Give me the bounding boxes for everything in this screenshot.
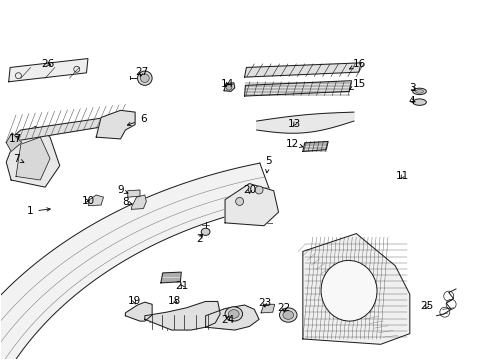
- Text: 3: 3: [408, 83, 415, 93]
- Ellipse shape: [321, 260, 376, 321]
- Ellipse shape: [224, 307, 242, 321]
- Polygon shape: [302, 141, 327, 152]
- Circle shape: [255, 186, 263, 194]
- Text: 12: 12: [285, 139, 302, 149]
- Polygon shape: [161, 272, 181, 283]
- Ellipse shape: [415, 90, 423, 93]
- Polygon shape: [125, 302, 152, 321]
- Polygon shape: [6, 133, 22, 152]
- Ellipse shape: [412, 99, 426, 105]
- Text: 18: 18: [167, 296, 181, 306]
- Ellipse shape: [137, 71, 152, 85]
- Text: 1: 1: [27, 206, 50, 216]
- Polygon shape: [205, 305, 259, 330]
- Polygon shape: [96, 111, 135, 139]
- Text: 14: 14: [221, 78, 234, 89]
- Circle shape: [225, 84, 231, 90]
- Text: 25: 25: [420, 301, 433, 311]
- Text: 27: 27: [135, 67, 148, 77]
- Ellipse shape: [140, 74, 149, 82]
- Text: 24: 24: [221, 315, 234, 325]
- Text: 22: 22: [277, 303, 290, 313]
- Text: 7: 7: [14, 154, 24, 164]
- Text: 23: 23: [258, 297, 271, 307]
- Polygon shape: [302, 234, 409, 344]
- Text: 5: 5: [264, 157, 271, 173]
- Ellipse shape: [201, 228, 209, 235]
- Text: 4: 4: [408, 96, 415, 106]
- Text: 21: 21: [175, 282, 188, 292]
- Text: 2: 2: [196, 234, 202, 244]
- Polygon shape: [6, 114, 130, 143]
- Ellipse shape: [279, 308, 296, 322]
- Text: 20: 20: [243, 185, 256, 195]
- Text: 6: 6: [127, 114, 146, 126]
- Circle shape: [235, 198, 243, 206]
- Polygon shape: [244, 63, 361, 77]
- Text: 11: 11: [395, 171, 408, 181]
- Text: 10: 10: [81, 196, 95, 206]
- Text: 19: 19: [127, 296, 141, 306]
- Polygon shape: [224, 83, 234, 91]
- Text: 15: 15: [349, 79, 365, 90]
- Ellipse shape: [412, 88, 426, 95]
- Text: 13: 13: [287, 118, 301, 129]
- Ellipse shape: [283, 311, 293, 319]
- Text: 16: 16: [349, 59, 365, 69]
- Polygon shape: [224, 184, 278, 226]
- Polygon shape: [131, 195, 146, 209]
- Ellipse shape: [228, 310, 239, 318]
- Text: 17: 17: [9, 134, 22, 144]
- Polygon shape: [16, 137, 50, 180]
- Text: 8: 8: [122, 197, 132, 207]
- Polygon shape: [127, 190, 140, 197]
- Polygon shape: [0, 163, 274, 360]
- Polygon shape: [9, 59, 88, 82]
- Polygon shape: [256, 112, 353, 133]
- Text: 9: 9: [117, 185, 128, 195]
- Polygon shape: [244, 81, 351, 96]
- Polygon shape: [88, 195, 103, 206]
- Polygon shape: [261, 304, 274, 313]
- Text: 26: 26: [41, 59, 54, 69]
- Polygon shape: [144, 301, 220, 330]
- Polygon shape: [6, 126, 60, 187]
